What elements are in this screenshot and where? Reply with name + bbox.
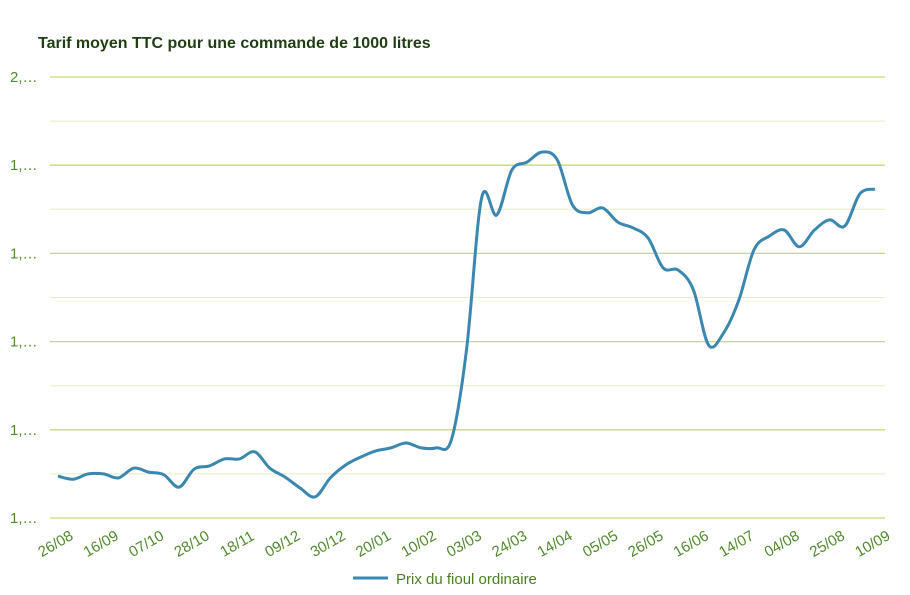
y-tick-label: 2,… [10,69,38,86]
x-tick-label: 16/06 [671,527,712,560]
x-tick-label: 18/11 [217,528,257,561]
x-tick-label: 24/03 [489,527,530,560]
x-tick-label: 25/08 [807,527,848,560]
y-tick-label: 1,… [10,157,38,174]
x-tick-label: 30/12 [308,527,349,560]
x-tick-label: 20/01 [353,527,394,560]
x-tick-label: 10/02 [398,527,439,560]
x-tick-label: 04/08 [761,527,802,560]
data-line [57,150,876,499]
x-tick-label: 26/05 [625,527,666,560]
y-tick-label: 1,… [10,510,38,527]
x-tick-label: 14/07 [716,527,757,560]
x-tick-label: 14/04 [535,527,576,560]
y-tick-label: 1,… [10,245,38,262]
x-tick-label: 26/08 [35,527,76,560]
x-tick-label: 28/10 [171,527,212,560]
x-tick-label: 05/05 [580,527,621,560]
legend-label: Prix du fioul ordinaire [396,571,537,588]
x-tick-label: 09/12 [262,527,303,560]
y-tick-label: 1,… [10,422,38,439]
x-tick-label: 03/03 [444,527,485,560]
x-tick-label: 07/10 [126,527,167,560]
chart-title: Tarif moyen TTC pour une commande de 100… [38,35,431,52]
x-tick-label: 10/09 [852,527,893,560]
y-tick-label: 1,… [10,334,38,351]
x-tick-label: 16/09 [81,527,122,560]
